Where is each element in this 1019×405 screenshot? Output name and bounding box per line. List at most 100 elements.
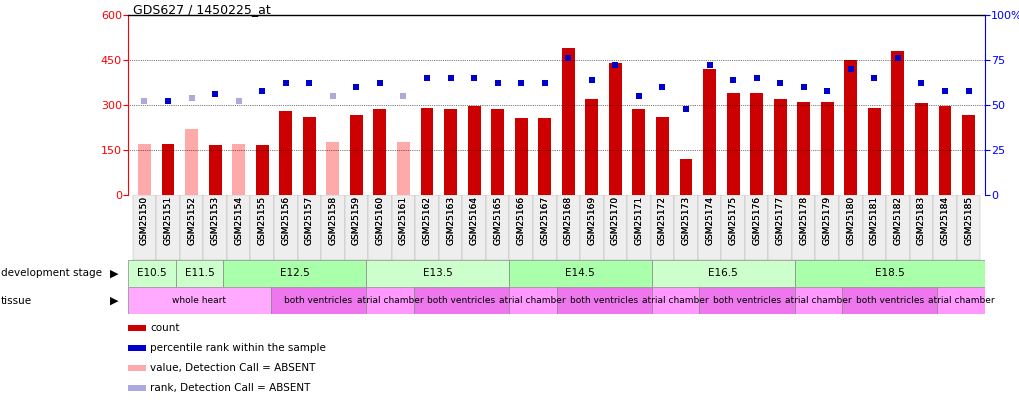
Text: GSM25184: GSM25184 (940, 196, 949, 245)
Bar (127, 260, 175, 287)
Text: GSM25184: GSM25184 (940, 196, 949, 245)
Text: GSM25150: GSM25150 (140, 196, 149, 245)
Text: GSM25154: GSM25154 (234, 196, 243, 245)
Bar (791, 195, 814, 260)
Text: GSM25180: GSM25180 (846, 196, 855, 245)
Text: E11.5: E11.5 (184, 269, 214, 279)
Text: E13.5: E13.5 (422, 269, 451, 279)
Bar (491, 109, 503, 195)
Text: GSM25155: GSM25155 (258, 196, 266, 245)
Bar (344, 195, 368, 260)
Bar (443, 109, 457, 195)
Text: GSM25182: GSM25182 (893, 196, 902, 245)
Text: value, Detection Call = ABSENT: value, Detection Call = ABSENT (150, 363, 316, 373)
Text: both ventricles: both ventricles (284, 296, 353, 305)
Text: GSM25182: GSM25182 (893, 196, 902, 245)
Text: ▶: ▶ (109, 269, 118, 279)
Bar (179, 195, 203, 260)
Bar (271, 287, 366, 314)
Bar (415, 195, 438, 260)
Text: GSM25164: GSM25164 (469, 196, 478, 245)
Text: GSM25160: GSM25160 (375, 196, 384, 245)
Bar (773, 99, 786, 195)
Bar (674, 195, 697, 260)
Bar (127, 287, 271, 314)
Text: GSM25163: GSM25163 (445, 196, 454, 245)
Text: GSM25162: GSM25162 (422, 196, 431, 245)
Bar (161, 144, 174, 195)
Text: E16.5: E16.5 (707, 269, 738, 279)
Text: GSM25159: GSM25159 (352, 196, 361, 245)
Text: GSM25163: GSM25163 (445, 196, 454, 245)
Bar (909, 195, 932, 260)
Bar (749, 93, 762, 195)
Text: both ventricles: both ventricles (855, 296, 923, 305)
Text: GSM25169: GSM25169 (587, 196, 596, 245)
Bar (485, 195, 508, 260)
Text: atrial chamber: atrial chamber (357, 296, 423, 305)
Bar (679, 159, 692, 195)
Bar (556, 287, 651, 314)
Bar (580, 195, 603, 260)
Text: GSM25161: GSM25161 (398, 196, 408, 245)
Text: percentile rank within the sample: percentile rank within the sample (150, 343, 326, 353)
Text: GSM25179: GSM25179 (822, 196, 830, 245)
Text: GSM25158: GSM25158 (328, 196, 337, 245)
Bar (366, 260, 508, 287)
Text: whole heart: whole heart (172, 296, 226, 305)
Bar (232, 144, 245, 195)
Text: GSM25159: GSM25159 (352, 196, 361, 245)
Bar (561, 48, 574, 195)
Text: tissue: tissue (1, 296, 33, 305)
Bar (184, 129, 198, 195)
Bar (839, 195, 862, 260)
Bar (794, 287, 842, 314)
Text: GSM25175: GSM25175 (728, 196, 737, 245)
Bar (438, 195, 462, 260)
Bar (508, 195, 533, 260)
Bar (842, 287, 936, 314)
Bar (914, 104, 927, 195)
Text: GSM25165: GSM25165 (492, 196, 501, 245)
Text: GSM25178: GSM25178 (799, 196, 807, 245)
Text: GSM25151: GSM25151 (163, 196, 172, 245)
Bar (391, 195, 415, 260)
Bar (274, 195, 298, 260)
Bar (508, 260, 651, 287)
Text: GSM25181: GSM25181 (869, 196, 878, 245)
Bar (744, 195, 767, 260)
Bar (515, 119, 527, 195)
Text: GSM25157: GSM25157 (305, 196, 314, 245)
Bar (533, 195, 556, 260)
Text: GSM25173: GSM25173 (681, 196, 690, 245)
Bar (175, 260, 223, 287)
Text: GSM25179: GSM25179 (822, 196, 830, 245)
Text: GSM25183: GSM25183 (916, 196, 925, 245)
Bar (326, 143, 339, 195)
Bar (650, 195, 674, 260)
Text: atrial chamber: atrial chamber (499, 296, 566, 305)
Text: GSM25180: GSM25180 (846, 196, 855, 245)
Text: development stage: development stage (1, 269, 102, 279)
Bar (538, 119, 550, 195)
Text: GSM25158: GSM25158 (328, 196, 337, 245)
Text: both ventricles: both ventricles (712, 296, 781, 305)
Bar (251, 195, 274, 260)
Text: GSM25176: GSM25176 (751, 196, 760, 245)
Text: GSM25154: GSM25154 (234, 196, 243, 245)
Bar (556, 195, 580, 260)
Bar (632, 109, 645, 195)
Text: GDS627 / 1450225_at: GDS627 / 1450225_at (132, 3, 271, 16)
Bar (627, 195, 650, 260)
Text: atrial chamber: atrial chamber (927, 296, 994, 305)
Bar (862, 195, 886, 260)
Text: GSM25162: GSM25162 (422, 196, 431, 245)
Text: GSM25155: GSM25155 (258, 196, 266, 245)
Text: GSM25173: GSM25173 (681, 196, 690, 245)
Bar (797, 102, 809, 195)
Text: atrial chamber: atrial chamber (642, 296, 708, 305)
Text: GSM25165: GSM25165 (492, 196, 501, 245)
Text: GSM25172: GSM25172 (657, 196, 666, 245)
Text: GSM25166: GSM25166 (517, 196, 525, 245)
Bar (420, 108, 433, 195)
